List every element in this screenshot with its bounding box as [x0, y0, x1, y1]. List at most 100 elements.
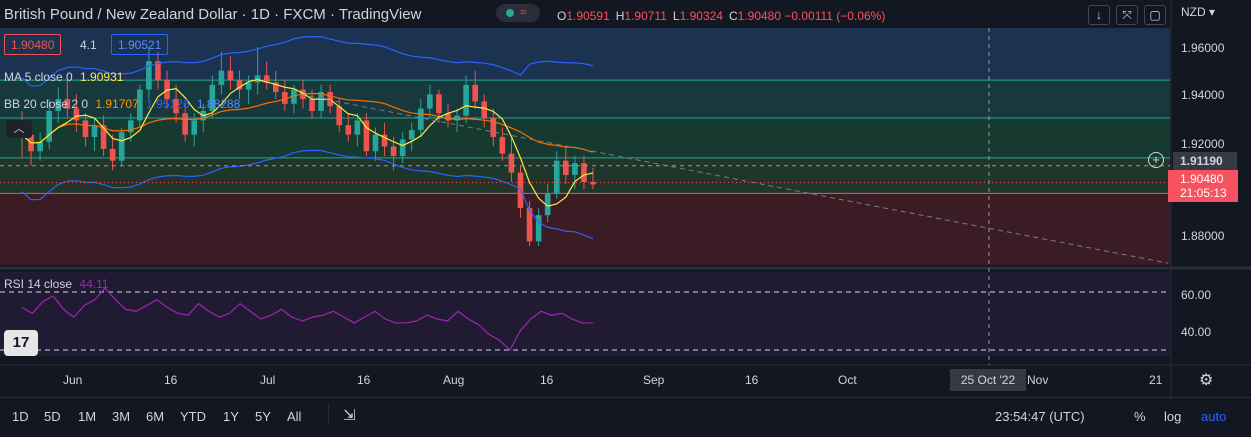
candle-body: [245, 82, 252, 90]
ma-line: [21, 79, 594, 207]
candle-body: [562, 160, 569, 175]
candle-body: [155, 61, 161, 81]
candle-body: [146, 61, 152, 90]
range-button-1m[interactable]: 1M: [78, 409, 97, 424]
bb-lower-value: 1.88288: [196, 97, 241, 111]
candle-body: [526, 208, 533, 242]
range-button-1d[interactable]: 1D: [12, 409, 29, 424]
candle-body: [191, 120, 198, 135]
ohlc-key: L: [672, 9, 680, 23]
ohlc-key: H: [615, 9, 625, 23]
candle-body: [427, 94, 433, 109]
currency-selector[interactable]: NZD ▾: [1181, 5, 1216, 19]
ma-legend[interactable]: MA 5 close 0 1.90931: [4, 70, 123, 84]
candle-body: [55, 99, 62, 111]
last-price-label: 1.90480 21:05:13: [1168, 170, 1238, 202]
candle-body: [445, 113, 451, 121]
bar-countdown: 21:05:13: [1180, 186, 1227, 200]
market-status-pill[interactable]: ≈: [496, 4, 540, 22]
candle-body: [254, 75, 261, 83]
log-toggle[interactable]: log: [1164, 409, 1182, 424]
rsi-legend[interactable]: RSI 14 close 44.11: [4, 277, 109, 291]
candle-body: [100, 125, 107, 149]
last-price-value: 1.90480: [1180, 172, 1224, 186]
candle-body: [282, 91, 288, 104]
candle-body: [127, 120, 134, 133]
candle-body: [291, 89, 297, 104]
candle-body: [363, 120, 370, 152]
candle-body: [227, 70, 234, 81]
trend-line: [299, 93, 1169, 264]
settings-gear-icon[interactable]: ⚙: [1199, 372, 1214, 389]
range-button-all[interactable]: All: [287, 409, 302, 424]
ohlc-readout: O1.90591 H1.90711 L1.90324 C1.90480 −0.0011…: [557, 9, 891, 23]
candle-body: [236, 80, 243, 90]
date-range-icon[interactable]: ⇲: [343, 407, 356, 424]
candle-body: [490, 118, 497, 138]
time-label: Sep: [643, 373, 665, 387]
candle-body: [508, 153, 515, 173]
candle-body: [73, 108, 80, 121]
range-button-6m[interactable]: 6M: [146, 409, 165, 424]
scroll-down-icon[interactable]: ↓: [1088, 5, 1110, 25]
candle-body: [345, 125, 352, 135]
ohlc-value: 1.90324: [679, 9, 723, 23]
range-button-3m[interactable]: 3M: [112, 409, 131, 424]
zone-loss: [0, 193, 1170, 265]
candle-body: [499, 137, 506, 154]
symbol-title[interactable]: British Pound / New Zealand Dollar · 1D …: [4, 6, 422, 23]
bottom-bar-divider: [0, 397, 1251, 398]
percent-toggle[interactable]: %: [1134, 409, 1146, 424]
collapse-legend-icon[interactable]: ︿: [6, 120, 32, 138]
ohlc-key: O: [557, 9, 567, 23]
candle-body: [64, 99, 71, 109]
tradingview-logo-icon[interactable]: 17: [4, 330, 38, 356]
buy-price-button[interactable]: 1.90521: [111, 34, 169, 55]
bb-basis-line: [21, 92, 594, 153]
range-button-5d[interactable]: 5D: [44, 409, 61, 424]
ohlc-value: 1.90711: [624, 9, 667, 23]
candle-body: [46, 110, 53, 142]
time-label: Aug: [443, 373, 465, 387]
candle-body: [209, 84, 216, 111]
candle-body: [173, 99, 179, 114]
bb-upper-line: [21, 36, 594, 87]
candle-body: [372, 134, 379, 152]
crosshair-date-label: 25 Oct '22: [950, 369, 1026, 391]
time-label: 16: [540, 373, 554, 387]
candle-body: [581, 163, 587, 183]
range-button-5y[interactable]: 5Y: [255, 409, 271, 424]
time-label: Jun: [63, 373, 83, 387]
candle-body: [572, 163, 578, 175]
fullscreen-icon[interactable]: ⤧: [1116, 5, 1138, 25]
sell-price-button[interactable]: 1.90480: [4, 34, 62, 55]
bb-upper-value: 1.95126: [146, 97, 190, 111]
utc-clock[interactable]: 23:54:47 (UTC): [995, 409, 1085, 424]
time-label: Oct: [838, 373, 857, 387]
candle-body: [118, 132, 125, 161]
price-tick: 1.96000: [1181, 41, 1225, 55]
range-button-ytd[interactable]: YTD: [180, 409, 206, 424]
candle-body: [553, 160, 560, 194]
ma-value: 1.90931: [80, 70, 124, 84]
zone-upper: [0, 28, 1170, 81]
candle-body: [263, 75, 270, 83]
bb-legend[interactable]: BB 20 close 2 0 1.91707 1.95126 1.88288: [4, 97, 240, 111]
zone-band-2: [0, 118, 1170, 158]
auto-toggle[interactable]: auto: [1201, 409, 1227, 424]
candle-body: [354, 120, 361, 135]
candle-body: [182, 113, 188, 135]
range-button-1y[interactable]: 1Y: [223, 409, 239, 424]
bb-basis-value: 1.91707: [95, 97, 139, 111]
rsi-label: RSI 14 close: [4, 277, 73, 291]
rsi-tick: 60.00: [1181, 288, 1212, 302]
add-alert-icon[interactable]: +: [1148, 152, 1164, 168]
candle-body: [544, 193, 551, 216]
candle-body: [408, 129, 415, 140]
price-tick: 1.94000: [1181, 88, 1225, 102]
screenshot-icon[interactable]: ▢: [1144, 5, 1166, 25]
range-divider: [328, 403, 329, 425]
ohlc-key: C: [728, 9, 738, 23]
